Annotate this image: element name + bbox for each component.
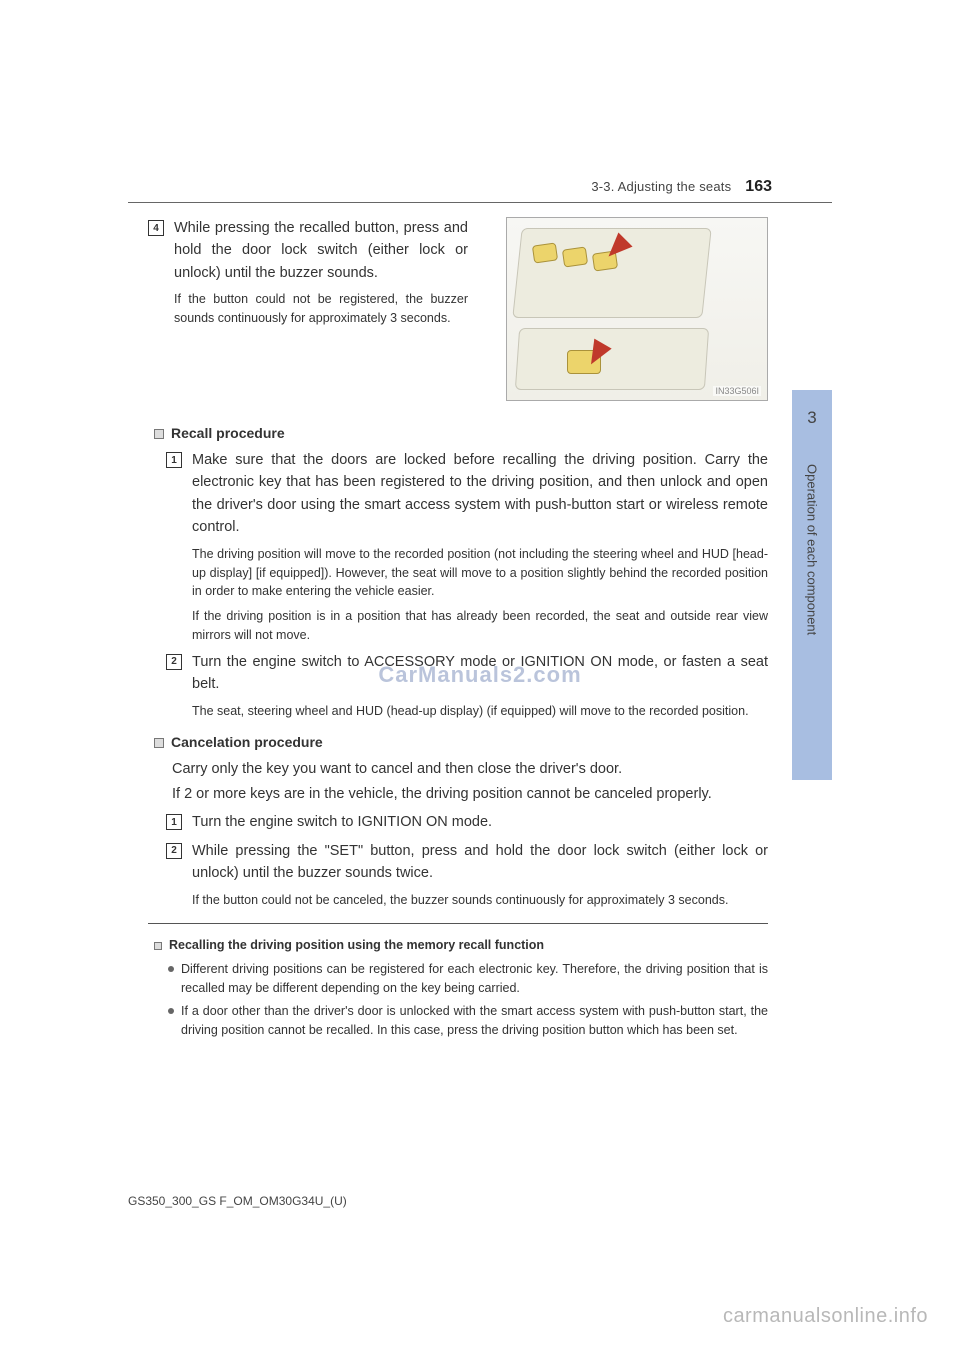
cancel-heading: Cancelation procedure (154, 734, 768, 750)
recall-note-bullet-1: Different driving positions can be regis… (168, 960, 768, 998)
page: 3 Operation of each component 3-3. Adjus… (128, 172, 832, 1178)
bullet-dot-icon (168, 1008, 174, 1014)
step-number-box: 1 (166, 452, 182, 468)
body-column: 4 While pressing the recalled button, pr… (148, 217, 768, 1039)
step-number-box: 4 (148, 220, 164, 236)
bullet-dot-icon (168, 966, 174, 972)
cancel-step-1-text: Turn the engine switch to IGNITION ON mo… (192, 811, 768, 833)
recall-note-heading: Recalling the driving position using the… (154, 938, 768, 952)
step-number-box: 2 (166, 654, 182, 670)
cancel-step-2: 2 While pressing the "SET" button, press… (166, 840, 768, 910)
step-number-box: 2 (166, 843, 182, 859)
document-code: GS350_300_GS F_OM_OM30G34U_(U) (128, 1194, 347, 1208)
cancel-step-2-note: If the button could not be canceled, the… (192, 891, 768, 910)
recall-note-bullet-2: If a door other than the driver's door i… (168, 1002, 768, 1040)
header-rule (128, 202, 832, 203)
recall-heading-label: Recall procedure (171, 425, 285, 441)
seat-memory-illustration (506, 217, 768, 401)
watermark-lower: carmanualsonline.info (723, 1305, 928, 1328)
step-number-box: 1 (166, 814, 182, 830)
page-header: 3-3. Adjusting the seats 163 (128, 178, 832, 196)
cancel-step-1: 1 Turn the engine switch to IGNITION ON … (166, 811, 768, 833)
recall-step-1-note-2: If the driving position is in a position… (192, 607, 768, 645)
square-bullet-icon (154, 942, 162, 950)
cancel-intro-1: Carry only the key you want to cancel an… (172, 758, 768, 780)
figure-panel-bottom (515, 328, 709, 390)
recall-note-bullet-1-text: Different driving positions can be regis… (181, 960, 768, 998)
recall-heading: Recall procedure (154, 425, 768, 441)
recall-note-bullet-2-text: If a door other than the driver's door i… (181, 1002, 768, 1040)
recall-step-2-text: Turn the engine switch to ACCESSORY mode… (192, 651, 768, 696)
page-content: 3-3. Adjusting the seats 163 4 While pre… (128, 172, 832, 1178)
recall-step-2-note: The seat, steering wheel and HUD (head-u… (192, 702, 768, 721)
recall-step-2: 2 Turn the engine switch to ACCESSORY mo… (166, 651, 768, 721)
recall-step-1: 1 Make sure that the doors are locked be… (166, 449, 768, 645)
recall-step-1-text: Make sure that the doors are locked befo… (192, 449, 768, 539)
cancel-intro-2: If 2 or more keys are in the vehicle, th… (172, 783, 768, 805)
square-bullet-icon (154, 738, 164, 748)
recall-note-heading-label: Recalling the driving position using the… (169, 938, 544, 952)
page-number: 163 (745, 178, 772, 196)
cancel-step-2-text: While pressing the "SET" button, press a… (192, 840, 768, 885)
recall-step-1-note-1: The driving position will move to the re… (192, 545, 768, 601)
section-label: 3-3. Adjusting the seats (591, 179, 731, 194)
square-bullet-icon (154, 429, 164, 439)
memory-button-icon (532, 242, 558, 263)
memory-button-icon (562, 246, 588, 267)
step-4-text: While pressing the recalled button, pres… (174, 217, 468, 284)
step-4-note: If the button could not be registered, t… (174, 290, 468, 328)
cancel-heading-label: Cancelation procedure (171, 734, 323, 750)
step-4: 4 While pressing the recalled button, pr… (148, 217, 468, 328)
divider-rule (148, 923, 768, 924)
